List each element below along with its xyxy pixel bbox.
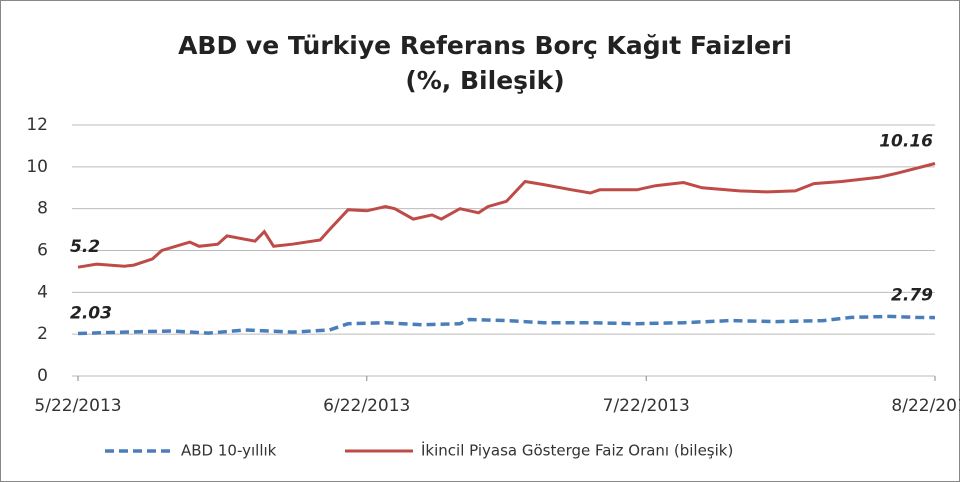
- x-tick-label: 5/22/2013: [34, 396, 121, 416]
- data-label: 10.16: [879, 131, 933, 151]
- y-tick-label: 10: [26, 157, 48, 177]
- data-label: 2.03: [70, 304, 112, 324]
- y-tick-label: 0: [37, 366, 48, 386]
- y-tick-label: 4: [37, 282, 48, 302]
- series-line: [77, 314, 936, 336]
- data-label: 2.79: [891, 286, 933, 306]
- legend-label: İkincil Piyasa Gösterge Faiz Oranı (bile…: [421, 441, 733, 460]
- legend-label: ABD 10-yıllık: [181, 442, 277, 460]
- y-tick-label: 12: [26, 115, 48, 135]
- x-tick-label: 7/22/2013: [603, 396, 690, 416]
- y-tick-label: 2: [37, 324, 48, 344]
- x-tick-label: 8/22/2013: [891, 396, 960, 416]
- x-tick-label: 6/22/2013: [323, 396, 410, 416]
- chart-subtitle: (%, Bileşik): [405, 66, 564, 95]
- chart-title: ABD ve Türkiye Referans Borç Kağıt Faizl…: [178, 31, 792, 60]
- data-label: 5.2: [70, 237, 100, 257]
- series-line: [77, 162, 936, 269]
- y-tick-label: 6: [37, 241, 48, 261]
- y-tick-label: 8: [37, 199, 48, 219]
